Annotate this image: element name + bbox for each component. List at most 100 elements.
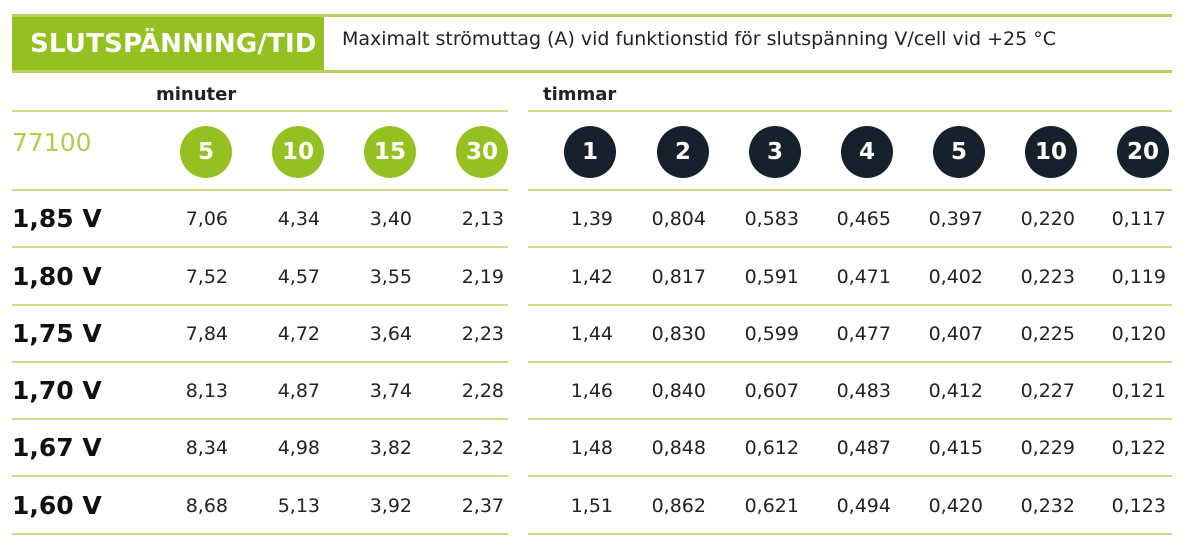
row-rule xyxy=(12,418,508,420)
table-cell: 0,415 xyxy=(928,437,983,459)
minute-column-10: 10 xyxy=(272,126,324,178)
table-cell: 8,13 xyxy=(185,380,228,402)
table-title: SLUTSPÄNNING/TID xyxy=(30,28,317,59)
table-description: Maximalt strömuttag (A) vid funktionstid… xyxy=(342,28,1057,50)
table-cell: 1,48 xyxy=(570,437,613,459)
table-cell: 0,412 xyxy=(928,380,983,402)
table-cell: 4,98 xyxy=(277,437,320,459)
row-rule xyxy=(528,189,1172,191)
minute-column-30: 30 xyxy=(456,126,508,178)
table-cell: 7,06 xyxy=(185,208,228,230)
table-cell: 3,82 xyxy=(369,437,412,459)
table-cell: 4,34 xyxy=(277,208,320,230)
row-rule xyxy=(12,475,508,477)
hour-column-2: 2 xyxy=(657,126,709,178)
table-cell: 1,51 xyxy=(570,495,613,517)
table-cell: 0,232 xyxy=(1020,495,1075,517)
voltage-label: 1,70 V xyxy=(12,376,102,405)
hour-column-1: 1 xyxy=(564,126,616,178)
table-cell: 2,19 xyxy=(461,266,504,288)
table-cell: 0,591 xyxy=(744,266,799,288)
table-cell: 3,55 xyxy=(369,266,412,288)
table-cell: 4,72 xyxy=(277,323,320,345)
table-cell: 0,227 xyxy=(1020,380,1075,402)
table-cell: 0,220 xyxy=(1020,208,1075,230)
table-cell: 0,804 xyxy=(651,208,706,230)
table-cell: 0,848 xyxy=(651,437,706,459)
hours-group-rule xyxy=(528,110,1172,112)
hour-column-5: 5 xyxy=(933,126,985,178)
table-cell: 0,621 xyxy=(744,495,799,517)
table-cell: 2,28 xyxy=(461,380,504,402)
table-cell: 3,64 xyxy=(369,323,412,345)
hour-column-3: 3 xyxy=(749,126,801,178)
table-cell: 0,121 xyxy=(1111,380,1166,402)
minute-column-5: 5 xyxy=(180,126,232,178)
row-rule xyxy=(12,189,508,191)
row-rule xyxy=(528,533,1172,535)
row-rule xyxy=(528,418,1172,420)
table-cell: 0,420 xyxy=(928,495,983,517)
table-cell: 2,13 xyxy=(461,208,504,230)
table-cell: 0,607 xyxy=(744,380,799,402)
hour-column-20: 20 xyxy=(1117,126,1169,178)
table-cell: 0,483 xyxy=(836,380,891,402)
row-rule xyxy=(12,246,508,248)
table-cell: 4,87 xyxy=(277,380,320,402)
table-cell: 0,117 xyxy=(1111,208,1166,230)
row-rule xyxy=(12,361,508,363)
table-cell: 0,120 xyxy=(1111,323,1166,345)
table-cell: 8,34 xyxy=(185,437,228,459)
row-rule xyxy=(528,361,1172,363)
table-cell: 1,44 xyxy=(570,323,613,345)
table-cell: 3,74 xyxy=(369,380,412,402)
header-bottom-rule xyxy=(12,70,1172,73)
table-cell: 7,84 xyxy=(185,323,228,345)
voltage-label: 1,85 V xyxy=(12,204,102,233)
header-top-rule xyxy=(12,14,1172,17)
minutes-group-rule xyxy=(12,110,508,112)
minute-column-15: 15 xyxy=(364,126,416,178)
table-cell: 1,39 xyxy=(570,208,613,230)
table-cell: 0,119 xyxy=(1111,266,1166,288)
table-cell: 0,830 xyxy=(651,323,706,345)
row-rule xyxy=(528,304,1172,306)
table-cell: 1,42 xyxy=(570,266,613,288)
title-badge: SLUTSPÄNNING/TID xyxy=(12,17,324,70)
hours-group-label: timmar xyxy=(543,84,617,105)
table-cell: 0,471 xyxy=(836,266,891,288)
table-cell: 8,68 xyxy=(185,495,228,517)
table-cell: 0,477 xyxy=(836,323,891,345)
hour-column-4: 4 xyxy=(841,126,893,178)
minutes-group-label: minuter xyxy=(156,84,237,105)
table-cell: 4,57 xyxy=(277,266,320,288)
table-cell: 1,46 xyxy=(570,380,613,402)
table-cell: 0,465 xyxy=(836,208,891,230)
table-cell: 0,402 xyxy=(928,266,983,288)
table-cell: 3,92 xyxy=(369,495,412,517)
voltage-label: 1,80 V xyxy=(12,262,102,291)
table-cell: 0,229 xyxy=(1020,437,1075,459)
row-rule xyxy=(528,246,1172,248)
hour-column-10: 10 xyxy=(1025,126,1077,178)
table-cell: 0,862 xyxy=(651,495,706,517)
row-rule xyxy=(12,304,508,306)
row-rule xyxy=(528,475,1172,477)
voltage-label: 1,60 V xyxy=(12,491,102,520)
table-cell: 0,817 xyxy=(651,266,706,288)
table-cell: 3,40 xyxy=(369,208,412,230)
table-cell: 0,407 xyxy=(928,323,983,345)
row-rule xyxy=(12,533,508,535)
table-cell: 0,494 xyxy=(836,495,891,517)
table-cell: 0,225 xyxy=(1020,323,1075,345)
table-cell: 0,223 xyxy=(1020,266,1075,288)
table-cell: 0,583 xyxy=(744,208,799,230)
table-cell: 2,37 xyxy=(461,495,504,517)
table-cell: 0,122 xyxy=(1111,437,1166,459)
table-cell: 0,612 xyxy=(744,437,799,459)
table-cell: 5,13 xyxy=(277,495,320,517)
table-cell: 0,840 xyxy=(651,380,706,402)
table-cell: 2,32 xyxy=(461,437,504,459)
table-cell: 0,487 xyxy=(836,437,891,459)
table-cell: 0,599 xyxy=(744,323,799,345)
